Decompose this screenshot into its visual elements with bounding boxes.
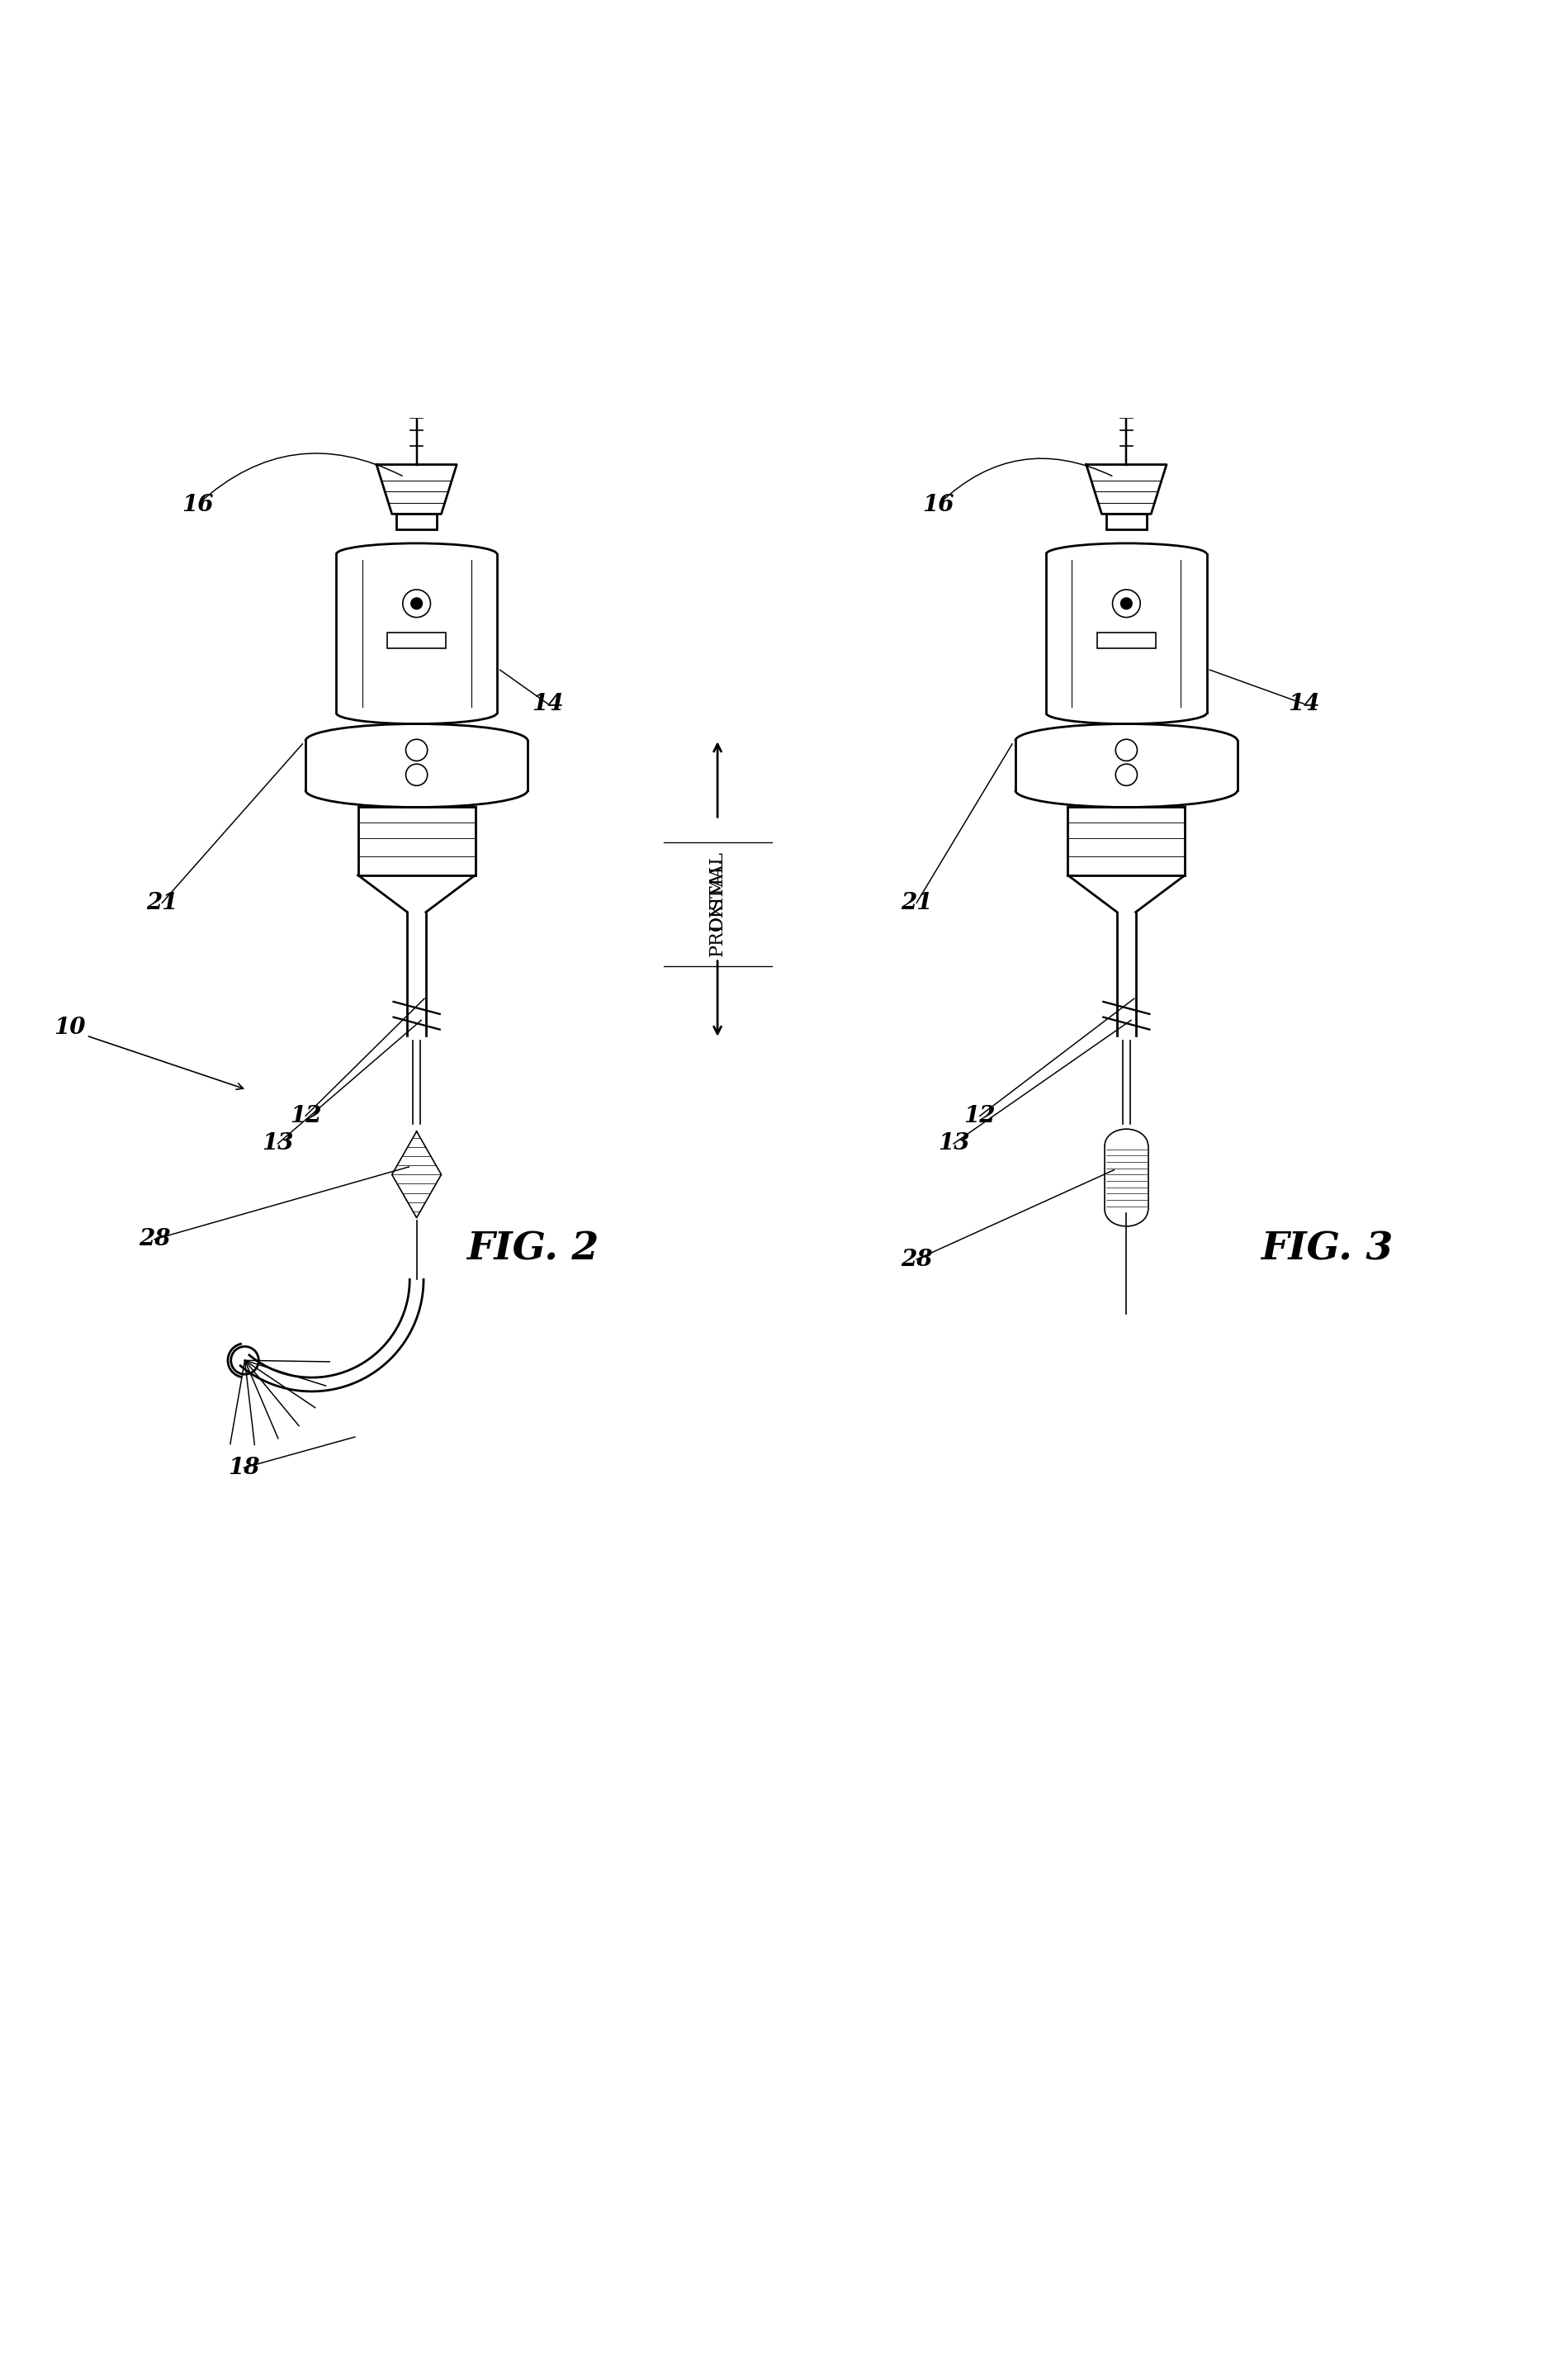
Circle shape [410,597,423,609]
Text: PROXIMAL: PROXIMAL [708,850,727,957]
Text: 28: 28 [901,1247,932,1271]
Text: 13: 13 [938,1133,969,1154]
Circle shape [1120,597,1133,609]
Text: DISTAL: DISTAL [708,859,727,931]
Text: 28: 28 [139,1228,170,1250]
Text: 10: 10 [54,1016,85,1040]
Text: 12: 12 [290,1104,321,1128]
Text: 13: 13 [262,1133,293,1154]
Text: 21: 21 [901,892,932,914]
Text: 21: 21 [147,892,177,914]
Bar [387,633,446,647]
Text: 16: 16 [923,493,954,516]
Text: FIG. 3: FIG. 3 [1261,1230,1393,1269]
Text: FIG. 2: FIG. 2 [466,1230,599,1269]
Bar [1097,633,1156,647]
Bar [397,514,437,528]
Text: 12: 12 [964,1104,995,1128]
Text: 14: 14 [532,693,563,714]
Text: 18: 18 [228,1457,259,1478]
Text: 16: 16 [182,493,213,516]
Text: 14: 14 [1288,693,1319,714]
Bar [1106,514,1146,528]
